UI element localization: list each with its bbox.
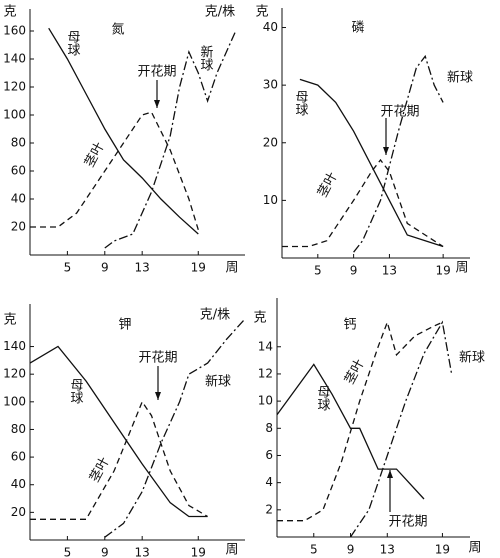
x-tick-label: 13 (135, 546, 150, 558)
x-axis-label: 周 (468, 541, 481, 556)
series-label: 新球 (447, 70, 473, 86)
y-tick-label: 2 (265, 502, 273, 516)
y-tick-label: 20 (263, 135, 278, 149)
y-tick-label: 30 (263, 78, 278, 92)
chart-title: 钙 (343, 318, 356, 333)
y-tick-label: 100 (3, 108, 26, 122)
y-tick-label: 12 (258, 366, 273, 380)
annotation: 开花期 (388, 514, 427, 530)
x-tick-label: 9 (350, 264, 358, 278)
y-tick-label: 14 (258, 339, 273, 353)
y-tick-label: 60 (11, 450, 26, 464)
series-label: 新球 (205, 374, 231, 390)
unit-label: 克/株 (205, 5, 235, 20)
arrow-head (383, 147, 389, 155)
y-tick-label: 120 (3, 367, 26, 381)
chart-title: 磷 (351, 21, 364, 36)
x-tick-label: 19 (436, 264, 451, 278)
y-tick-label: 80 (11, 422, 26, 436)
x-tick-label: 9 (101, 261, 109, 275)
series-line (349, 320, 453, 538)
y-tick-label: 140 (3, 52, 26, 66)
series-line (353, 54, 444, 253)
series-label: 茎叶 (315, 170, 340, 200)
series-line (30, 400, 208, 520)
x-tick-label: 5 (64, 261, 72, 275)
series-label: 茎叶 (82, 140, 107, 170)
series-label: 母球 (293, 90, 309, 116)
arrow-head (387, 470, 393, 478)
series-line (276, 363, 425, 500)
y-tick-label: 40 (11, 477, 26, 491)
x-tick-label: 9 (101, 546, 109, 558)
x-tick-label: 19 (191, 546, 206, 558)
y-tick-label: 10 (258, 394, 273, 408)
series-line (104, 318, 246, 538)
arrow-head (154, 100, 160, 108)
x-tick-label: 13 (380, 543, 395, 557)
x-tick-label: 9 (347, 543, 355, 557)
series-label: 母球 (68, 378, 84, 404)
y-tick-label: 20 (11, 220, 26, 234)
series-label: 母球 (315, 385, 331, 411)
y-tick-label: 140 (3, 339, 26, 353)
x-tick-label: 5 (310, 543, 318, 557)
x-tick-label: 19 (191, 261, 206, 275)
x-tick-label: 13 (135, 261, 150, 275)
x-tick-label: 13 (382, 264, 397, 278)
series-line (282, 158, 444, 248)
y-tick-label: 60 (11, 164, 26, 178)
y-axis-label: 克 (253, 311, 266, 326)
arrow-head (155, 392, 161, 400)
series-line (29, 345, 208, 518)
annotation: 开花期 (380, 104, 419, 120)
x-tick-label: 19 (435, 543, 450, 557)
x-axis-label: 周 (225, 261, 238, 276)
y-axis-label: 克 (3, 5, 16, 20)
annotation: 开花期 (137, 64, 176, 80)
x-axis-label: 周 (225, 543, 238, 558)
y-axis-label: 克 (3, 313, 16, 328)
y-tick-label: 10 (263, 193, 278, 207)
y-tick-label: 160 (3, 24, 26, 38)
x-tick-label: 5 (314, 264, 322, 278)
y-tick-label: 120 (3, 80, 26, 94)
x-axis-label: 周 (455, 261, 468, 276)
y-tick-label: 8 (265, 421, 273, 435)
series-line (299, 78, 444, 248)
y-axis-label: 克 (255, 5, 268, 20)
series-line (30, 111, 199, 230)
y-tick-label: 40 (11, 192, 26, 206)
annotation: 开花期 (138, 350, 177, 366)
y-tick-label: 40 (263, 20, 278, 34)
y-tick-label: 4 (265, 475, 273, 489)
x-tick-label: 5 (64, 546, 72, 558)
series-line (48, 27, 199, 235)
series-label: 新球 (459, 350, 485, 366)
series-line (104, 30, 237, 249)
y-tick-label: 6 (265, 448, 273, 462)
y-tick-label: 20 (11, 505, 26, 519)
chart-title: 钾 (118, 318, 131, 333)
series-label: 茎叶 (342, 357, 367, 387)
unit-label: 克/株 (200, 308, 230, 323)
series-label: 母球 (65, 30, 81, 56)
series-label: 新球 (198, 44, 214, 71)
chart-title: 氮 (111, 23, 124, 38)
y-tick-label: 80 (11, 136, 26, 150)
series-line (277, 320, 443, 522)
y-tick-label: 100 (3, 394, 26, 408)
